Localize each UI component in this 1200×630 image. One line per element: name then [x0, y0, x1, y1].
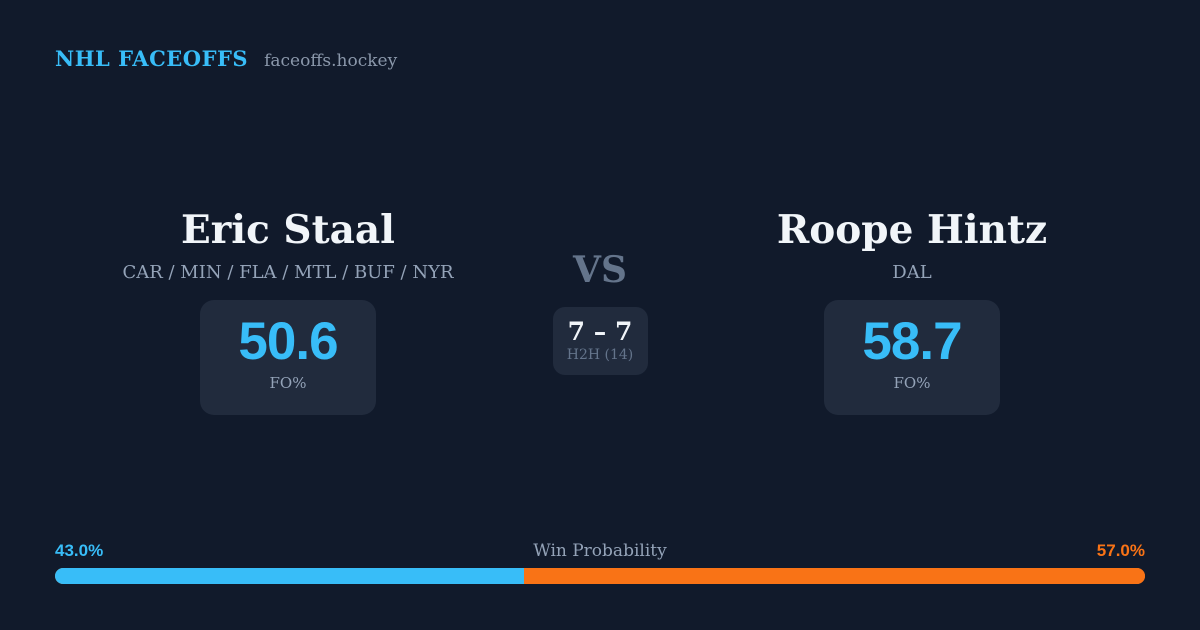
player-left-fo-value: 50.6	[238, 312, 338, 371]
player-right-fo-label: FO%	[893, 374, 931, 392]
h2h-label: H2H (14)	[566, 347, 634, 363]
player-left-fo-label: FO%	[269, 374, 307, 392]
site-url: faceoffs.hockey	[264, 51, 398, 71]
win-prob-right-pct: 57.0%	[1096, 541, 1145, 560]
win-probability-labels: 43.0% Win Probability 57.0%	[55, 541, 1145, 563]
win-prob-left-pct: 43.0%	[55, 541, 104, 560]
player-right-column: Roope Hintz DAL 58.7 FO%	[682, 207, 1142, 415]
h2h-score: 7 – 7	[567, 317, 633, 346]
versus-column: VS 7 – 7 H2H (14)	[500, 250, 700, 375]
player-right-fo-value: 58.7	[862, 312, 962, 371]
player-right-fo-card: 58.7 FO%	[824, 300, 1000, 415]
header: NHL FACEOFFS faceoffs.hockey	[55, 46, 397, 71]
win-probability-bar-left	[55, 568, 524, 584]
h2h-card: 7 – 7 H2H (14)	[552, 307, 648, 375]
win-probability-bar	[55, 568, 1145, 584]
player-left-name: Eric Staal	[181, 207, 395, 253]
brand-title: NHL FACEOFFS	[55, 46, 249, 71]
player-right-teams: DAL	[892, 262, 932, 283]
win-prob-title: Win Probability	[533, 541, 667, 561]
vs-label: VS	[573, 249, 627, 291]
win-probability-bar-right	[523, 568, 1145, 584]
player-right-name: Roope Hintz	[776, 207, 1048, 253]
player-left-fo-card: 50.6 FO%	[200, 300, 376, 415]
player-left-teams: CAR / MIN / FLA / MTL / BUF / NYR	[122, 262, 454, 283]
player-left-column: Eric Staal CAR / MIN / FLA / MTL / BUF /…	[58, 207, 518, 415]
